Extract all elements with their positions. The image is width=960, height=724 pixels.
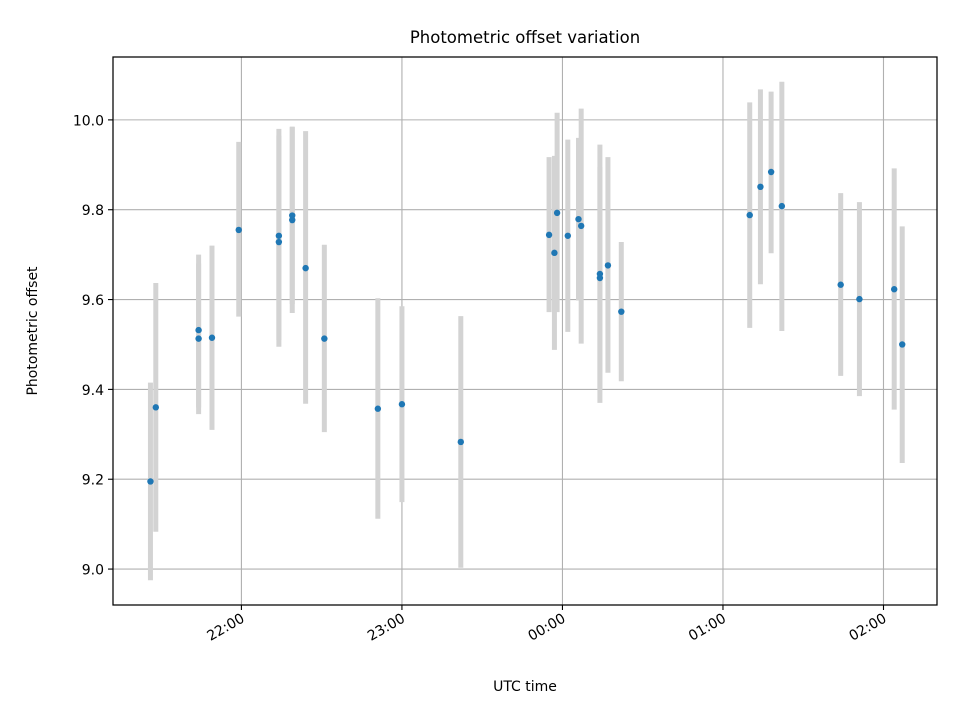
data-point: [575, 215, 582, 223]
data-point: [208, 334, 216, 341]
data-point: [856, 295, 863, 303]
y-tick-label: 9.6: [82, 293, 104, 309]
data-point: [195, 335, 202, 342]
data-point: [545, 231, 553, 239]
data-point: [195, 326, 202, 334]
data-point: [577, 222, 585, 230]
data-point: [147, 478, 154, 485]
data-point: [564, 232, 572, 239]
data-point: [890, 286, 898, 293]
data-points: [147, 168, 906, 485]
data-point: [235, 226, 242, 234]
data-point: [604, 262, 612, 269]
data-point: [374, 405, 382, 412]
y-tick-label: 9.2: [82, 473, 104, 489]
y-axis-label: Photometric offset: [25, 266, 41, 396]
data-point: [321, 335, 328, 342]
data-point: [398, 401, 406, 408]
y-tick-label: 9.0: [82, 563, 104, 579]
data-point: [757, 183, 764, 191]
data-point: [778, 202, 786, 210]
data-point: [275, 232, 283, 239]
plot-frame: [112, 56, 938, 606]
grid: [113, 57, 937, 605]
data-point: [767, 168, 775, 176]
data-point: [551, 249, 558, 257]
data-point: [553, 209, 561, 217]
data-point: [289, 216, 296, 224]
data-point: [618, 308, 625, 315]
y-tick-label: 9.8: [82, 203, 104, 219]
data-point: [302, 264, 309, 272]
data-point: [275, 238, 283, 246]
data-point: [152, 404, 160, 411]
x-axis-label: UTC time: [493, 679, 557, 695]
data-point: [746, 211, 753, 219]
y-tick-label: 9.4: [82, 383, 104, 399]
data-point: [837, 281, 844, 288]
y-tick-label: 10.0: [73, 113, 104, 129]
chart-title: Photometric offset variation: [410, 28, 640, 47]
data-point: [457, 438, 464, 446]
data-point: [289, 212, 296, 219]
data-point: [899, 341, 906, 348]
data-point: [596, 270, 604, 278]
